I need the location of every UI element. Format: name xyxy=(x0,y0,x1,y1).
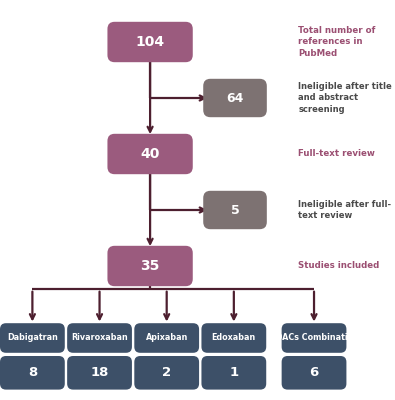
FancyBboxPatch shape xyxy=(201,323,266,353)
Text: 8: 8 xyxy=(28,366,37,379)
FancyBboxPatch shape xyxy=(203,79,267,117)
Text: Dabigatran: Dabigatran xyxy=(7,334,58,342)
FancyBboxPatch shape xyxy=(203,191,267,229)
FancyBboxPatch shape xyxy=(0,323,65,353)
Text: Ineligible after full-
text review: Ineligible after full- text review xyxy=(298,200,391,220)
Text: 40: 40 xyxy=(140,147,160,161)
Text: 5: 5 xyxy=(231,204,239,216)
Text: 2: 2 xyxy=(162,366,171,379)
Text: 6: 6 xyxy=(309,366,319,379)
Text: 18: 18 xyxy=(90,366,109,379)
FancyBboxPatch shape xyxy=(134,356,199,390)
Text: Full-text review: Full-text review xyxy=(298,150,375,158)
Text: Ineligible after title
and abstract
screening: Ineligible after title and abstract scre… xyxy=(298,82,392,114)
Text: DOACs Combination: DOACs Combination xyxy=(269,334,359,342)
Text: 1: 1 xyxy=(229,366,239,379)
Text: Rivaroxaban: Rivaroxaban xyxy=(71,334,128,342)
FancyBboxPatch shape xyxy=(201,356,266,390)
Text: 64: 64 xyxy=(226,92,244,104)
FancyBboxPatch shape xyxy=(282,356,346,390)
Text: Apixaban: Apixaban xyxy=(145,334,188,342)
Text: 35: 35 xyxy=(140,259,160,273)
FancyBboxPatch shape xyxy=(134,323,199,353)
FancyBboxPatch shape xyxy=(107,134,193,174)
FancyBboxPatch shape xyxy=(107,246,193,286)
Text: Total number of
references in
PubMed: Total number of references in PubMed xyxy=(298,26,376,58)
FancyBboxPatch shape xyxy=(0,356,65,390)
Text: Studies included: Studies included xyxy=(298,262,380,270)
FancyBboxPatch shape xyxy=(282,323,346,353)
Text: 104: 104 xyxy=(135,35,165,49)
FancyBboxPatch shape xyxy=(67,323,132,353)
Text: Edoxaban: Edoxaban xyxy=(212,334,256,342)
FancyBboxPatch shape xyxy=(67,356,132,390)
FancyBboxPatch shape xyxy=(107,22,193,62)
